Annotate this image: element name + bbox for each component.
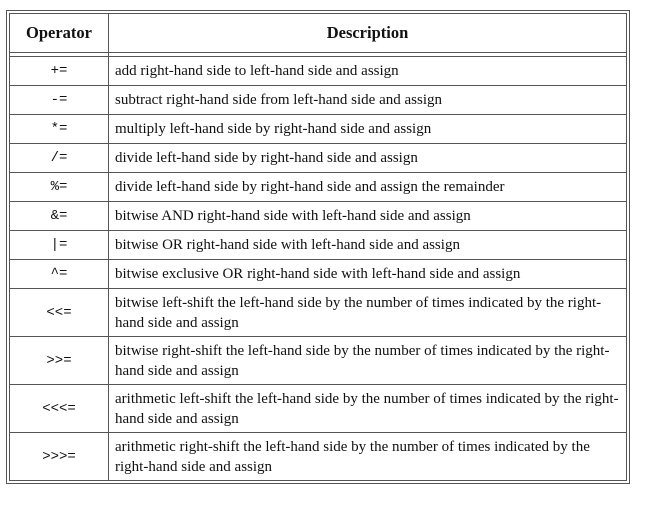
operator-cell: %= <box>9 172 109 202</box>
operator-cell: |= <box>9 230 109 260</box>
header-description: Description <box>108 13 627 53</box>
operator-cell: &= <box>9 201 109 231</box>
operator-cell: ^= <box>9 259 109 289</box>
table-row: ^= bitwise exclusive OR right-hand side … <box>9 259 627 289</box>
operator-cell: -= <box>9 85 109 115</box>
table-row: >>= bitwise right-shift the left-hand si… <box>9 336 627 385</box>
table-row: += add right-hand side to left-hand side… <box>9 56 627 86</box>
operator-cell: <<<= <box>9 384 109 433</box>
description-cell: subtract right-hand side from left-hand … <box>108 85 627 115</box>
description-cell: bitwise exclusive OR right-hand side wit… <box>108 259 627 289</box>
description-cell: multiply left-hand side by right-hand si… <box>108 114 627 144</box>
operator-table: Operator Description += add right-hand s… <box>9 13 627 481</box>
table-row: /= divide left-hand side by right-hand s… <box>9 143 627 173</box>
operator-cell: += <box>9 56 109 86</box>
operator-cell: *= <box>9 114 109 144</box>
description-cell: bitwise AND right-hand side with left-ha… <box>108 201 627 231</box>
operator-cell: >>= <box>9 336 109 385</box>
operator-cell: /= <box>9 143 109 173</box>
description-cell: add right-hand side to left-hand side an… <box>108 56 627 86</box>
description-cell: arithmetic left-shift the left-hand side… <box>108 384 627 433</box>
description-cell: bitwise right-shift the left-hand side b… <box>108 336 627 385</box>
table-row: *= multiply left-hand side by right-hand… <box>9 114 627 144</box>
description-cell: divide left-hand side by right-hand side… <box>108 143 627 173</box>
description-cell: bitwise left-shift the left-hand side by… <box>108 288 627 337</box>
operator-table-frame: Operator Description += add right-hand s… <box>6 10 630 484</box>
header-operator: Operator <box>9 13 109 53</box>
operator-cell: <<= <box>9 288 109 337</box>
description-cell: arithmetic right-shift the left-hand sid… <box>108 432 627 481</box>
table-row: %= divide left-hand side by right-hand s… <box>9 172 627 202</box>
table-row: |= bitwise OR right-hand side with left-… <box>9 230 627 260</box>
table-row: -= subtract right-hand side from left-ha… <box>9 85 627 115</box>
table-row: <<= bitwise left-shift the left-hand sid… <box>9 288 627 337</box>
table-row: &= bitwise AND right-hand side with left… <box>9 201 627 231</box>
table-row: <<<= arithmetic left-shift the left-hand… <box>9 384 627 433</box>
description-cell: divide left-hand side by right-hand side… <box>108 172 627 202</box>
table-header-row: Operator Description <box>9 13 627 53</box>
description-cell: bitwise OR right-hand side with left-han… <box>108 230 627 260</box>
operator-cell: >>>= <box>9 432 109 481</box>
table-row: >>>= arithmetic right-shift the left-han… <box>9 432 627 481</box>
